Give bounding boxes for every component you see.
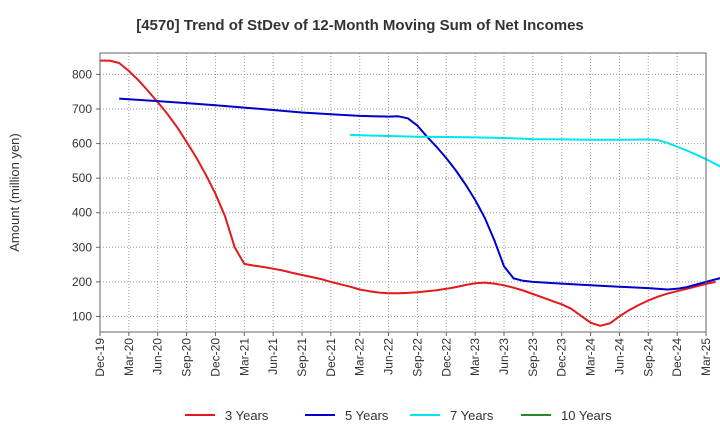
x-tick-label: Jun-21 xyxy=(266,338,280,375)
x-tick-label: Dec-20 xyxy=(208,338,222,377)
plot-frame xyxy=(99,52,707,333)
chart-title: [4570] Trend of StDev of 12-Month Moving… xyxy=(136,17,584,34)
x-tick-label: Mar-23 xyxy=(468,338,482,376)
y-tick-label: 300 xyxy=(72,240,92,254)
y-tick-label: 800 xyxy=(72,67,92,81)
legend-item: 3 Years xyxy=(185,408,269,423)
series-line-1 xyxy=(100,59,716,327)
x-tick-label: Jun-23 xyxy=(497,338,511,375)
x-tick-label: Sep-24 xyxy=(641,338,655,377)
x-tick-label: Dec-21 xyxy=(324,338,338,377)
y-axis-label: Amount (million yen) xyxy=(7,133,22,252)
y-axis: 100 200 300 400 500 600 700 800 xyxy=(72,67,100,323)
x-tick-label: Jun-20 xyxy=(151,338,165,375)
grid xyxy=(99,53,707,332)
legend-item: 10 Years xyxy=(521,408,612,423)
legend: 3 Years 5 Years 7 Years 10 Years xyxy=(185,408,612,423)
series-line-3 xyxy=(350,133,720,168)
x-tick-label: Dec-22 xyxy=(439,338,453,377)
y-tick-label: 100 xyxy=(72,309,92,323)
x-tick-label: Mar-21 xyxy=(237,338,251,376)
legend-label: 5 Years xyxy=(345,408,389,423)
y-tick-label: 600 xyxy=(72,137,92,151)
x-tick-label: Mar-25 xyxy=(699,338,713,376)
legend-item: 5 Years xyxy=(305,408,389,423)
series-layer xyxy=(100,59,720,327)
y-tick-label: 400 xyxy=(72,206,92,220)
x-tick-label: Mar-20 xyxy=(122,338,136,376)
y-tick-label: 500 xyxy=(72,171,92,185)
y-tick-label: 700 xyxy=(72,102,92,116)
x-tick-label: Jun-22 xyxy=(382,338,396,375)
series-line-2 xyxy=(119,97,720,291)
legend-label: 10 Years xyxy=(561,408,612,423)
x-tick-label: Sep-23 xyxy=(526,338,540,377)
legend-label: 3 Years xyxy=(225,408,269,423)
x-tick-label: Sep-21 xyxy=(295,338,309,377)
x-tick-label: Sep-20 xyxy=(180,338,194,377)
x-tick-label: Sep-22 xyxy=(410,338,424,377)
y-tick-label: 200 xyxy=(72,275,92,289)
x-tick-label: Mar-24 xyxy=(584,338,598,376)
x-tick-label: Dec-24 xyxy=(670,338,684,377)
x-tick-label: Jun-24 xyxy=(612,338,626,375)
x-tick-label: Dec-19 xyxy=(93,338,107,377)
legend-label: 7 Years xyxy=(450,408,494,423)
x-tick-label: Mar-22 xyxy=(353,338,367,376)
x-axis: Dec-19 Mar-20 Jun-20 Sep-20 Dec-20 Mar-21 Jun-… xyxy=(93,332,713,377)
legend-item: 7 Years xyxy=(410,408,494,423)
x-tick-label: Dec-23 xyxy=(555,338,569,377)
